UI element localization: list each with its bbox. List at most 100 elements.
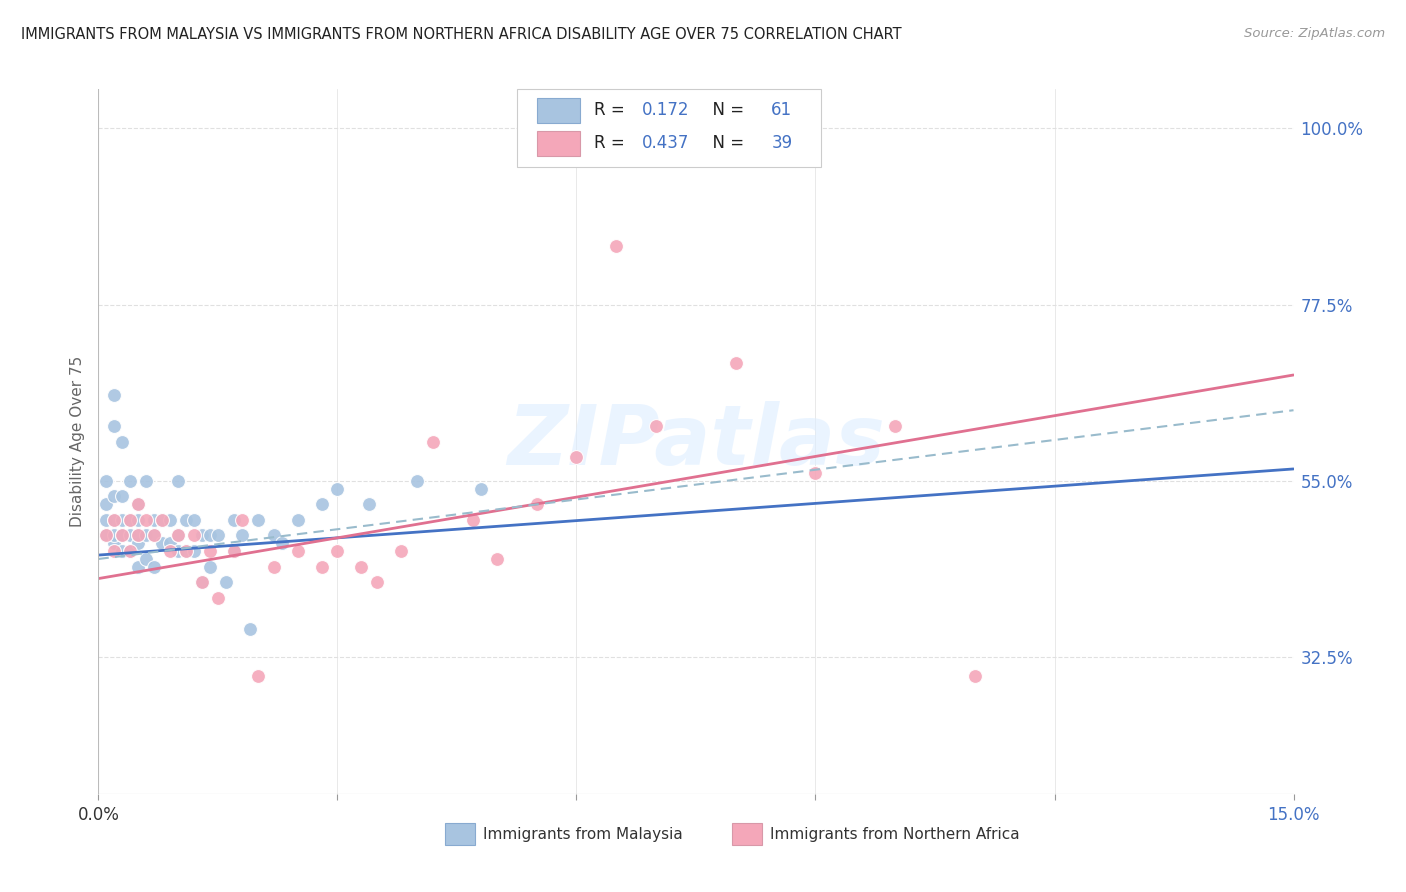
Point (127, 497, 149, 511)
Point (127, 536, 149, 550)
Point (96, 513, 118, 527)
Point (239, 623, 262, 637)
Point (120, 528, 142, 542)
Point (120, 474, 142, 488)
Point (150, 536, 173, 550)
Point (127, 497, 149, 511)
Point (150, 513, 173, 527)
Point (270, 536, 292, 550)
Point (159, 544, 181, 558)
Point (207, 591, 229, 606)
Point (287, 544, 309, 558)
Point (103, 528, 125, 542)
Point (183, 544, 205, 558)
FancyBboxPatch shape (537, 131, 581, 156)
Point (167, 528, 190, 542)
Point (263, 528, 285, 542)
Point (111, 489, 134, 503)
Point (222, 513, 245, 527)
Text: N =: N = (702, 102, 749, 120)
Point (804, 466, 827, 480)
Point (191, 575, 214, 590)
FancyBboxPatch shape (446, 823, 475, 845)
Point (127, 559, 149, 574)
Point (127, 513, 149, 527)
Point (120, 544, 142, 558)
Point (326, 544, 349, 558)
Point (135, 513, 157, 527)
Text: 0.172: 0.172 (643, 102, 690, 120)
Point (111, 528, 134, 542)
Text: Source: ZipAtlas.com: Source: ZipAtlas.com (1244, 27, 1385, 40)
Point (470, 482, 492, 496)
Point (406, 474, 429, 488)
Point (96, 528, 118, 542)
Point (167, 544, 190, 558)
Text: N =: N = (702, 135, 749, 153)
Point (461, 513, 484, 527)
Text: ZIPatlas: ZIPatlas (508, 401, 884, 482)
Point (263, 559, 285, 574)
Point (150, 513, 173, 527)
Point (111, 544, 134, 558)
Point (191, 528, 214, 542)
Point (207, 528, 229, 542)
Point (183, 513, 205, 527)
Point (96, 497, 118, 511)
Point (198, 544, 221, 558)
Point (120, 513, 142, 527)
Point (159, 536, 181, 550)
Point (198, 559, 221, 574)
Point (127, 528, 149, 542)
Point (350, 559, 373, 574)
Point (167, 474, 190, 488)
Point (143, 528, 166, 542)
Point (246, 513, 269, 527)
Point (111, 528, 134, 542)
FancyBboxPatch shape (517, 89, 821, 167)
Point (167, 528, 190, 542)
Point (96, 474, 118, 488)
Point (422, 434, 444, 449)
Y-axis label: Disability Age Over 75: Disability Age Over 75 (69, 356, 84, 527)
Point (103, 536, 125, 550)
Point (135, 474, 157, 488)
Point (222, 544, 245, 558)
Point (111, 434, 134, 449)
Point (645, 418, 668, 433)
Point (366, 575, 388, 590)
Point (143, 559, 166, 574)
Point (159, 513, 181, 527)
Point (389, 544, 412, 558)
Point (120, 513, 142, 527)
Text: 0.437: 0.437 (643, 135, 689, 153)
Point (96, 528, 118, 542)
Point (120, 544, 142, 558)
Point (565, 450, 588, 465)
Point (111, 513, 134, 527)
Point (231, 513, 253, 527)
Point (127, 528, 149, 542)
Text: R =: R = (595, 135, 630, 153)
Point (174, 513, 197, 527)
Text: Immigrants from Northern Africa: Immigrants from Northern Africa (770, 827, 1019, 841)
FancyBboxPatch shape (537, 97, 581, 123)
Point (222, 544, 245, 558)
Point (246, 669, 269, 683)
Text: Immigrants from Malaysia: Immigrants from Malaysia (484, 827, 683, 841)
Point (359, 497, 381, 511)
Point (174, 544, 197, 558)
Point (485, 552, 508, 566)
Point (103, 387, 125, 401)
Point (311, 497, 333, 511)
Text: IMMIGRANTS FROM MALAYSIA VS IMMIGRANTS FROM NORTHERN AFRICA DISABILITY AGE OVER : IMMIGRANTS FROM MALAYSIA VS IMMIGRANTS F… (21, 27, 901, 42)
Point (183, 528, 205, 542)
Point (143, 513, 166, 527)
Point (135, 552, 157, 566)
Point (191, 575, 214, 590)
Point (103, 513, 125, 527)
Point (143, 528, 166, 542)
Text: R =: R = (595, 102, 630, 120)
Point (103, 513, 125, 527)
Point (135, 528, 157, 542)
